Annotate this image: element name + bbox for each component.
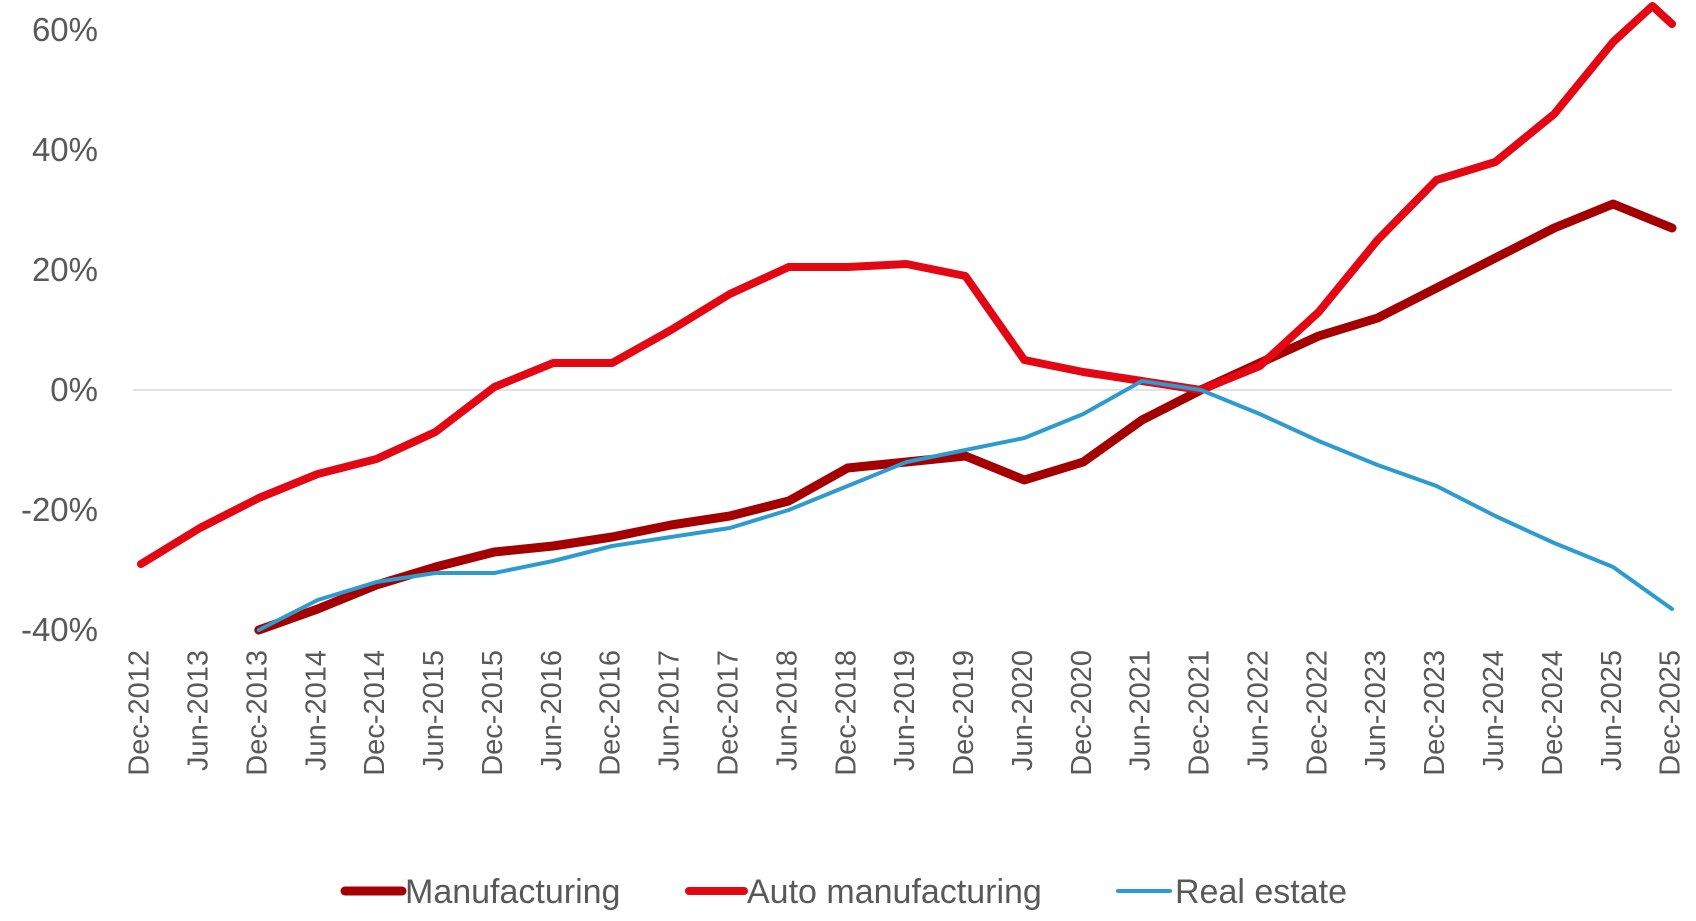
x-axis-labels: Dec-2012 Jun-2013 Dec-2013 Jun-2014 Dec-2014… [124, 650, 1687, 776]
legend-label: Manufacturing [405, 873, 620, 911]
x-tick-label: Jun-2013 [183, 650, 215, 771]
x-tick-label: Dec-2019 [948, 650, 980, 776]
series-line-auto-manufacturing [137, 2, 1676, 568]
x-tick-label: Jun-2024 [1478, 650, 1510, 771]
x-tick-label: Dec-2022 [1301, 650, 1333, 776]
y-tick-label: -40% [21, 611, 98, 648]
y-tick-label: 60% [32, 11, 98, 48]
legend-label: Real estate [1175, 873, 1347, 911]
y-tick-label: 40% [32, 131, 98, 168]
x-tick-label: Dec-2017 [713, 650, 745, 776]
x-tick-label: Dec-2016 [595, 650, 627, 776]
x-tick-label: Dec-2021 [1184, 650, 1216, 776]
x-tick-label: Jun-2019 [889, 650, 921, 771]
x-tick-label: Jun-2021 [1125, 650, 1157, 771]
y-tick-label: -20% [21, 491, 98, 528]
x-tick-label: Dec-2012 [124, 650, 156, 776]
x-tick-label: Jun-2015 [418, 650, 450, 771]
series-line-manufacturing [254, 199, 1677, 635]
x-tick-label: Jun-2018 [771, 650, 803, 771]
x-tick-label: Jun-2022 [1242, 650, 1274, 771]
series-layer [137, 2, 1677, 635]
x-tick-label: Jun-2025 [1596, 650, 1628, 771]
x-tick-label: Jun-2014 [300, 650, 332, 771]
x-tick-label: Dec-2024 [1537, 650, 1569, 776]
y-axis-labels: 60% 40% 20% 0% -20% -40% [21, 11, 98, 648]
x-tick-label: Dec-2018 [830, 650, 862, 776]
x-tick-label: Dec-2015 [477, 650, 509, 776]
x-tick-label: Jun-2017 [654, 650, 686, 771]
x-tick-label: Jun-2016 [536, 650, 568, 771]
legend-label: Auto manufacturing [747, 873, 1042, 911]
series-line-real-estate [256, 379, 1674, 632]
y-tick-label: 20% [32, 251, 98, 288]
x-tick-label: Dec-2023 [1419, 650, 1451, 776]
x-tick-label: Dec-2014 [359, 650, 391, 776]
legend: Manufacturing Auto manufacturing Real esta… [340, 873, 1347, 911]
x-tick-label: Dec-2020 [1066, 650, 1098, 776]
y-tick-label: 0% [50, 371, 98, 408]
x-tick-label: Dec-2025 [1655, 650, 1687, 776]
x-tick-label: Jun-2020 [1007, 650, 1039, 771]
x-tick-label: Dec-2013 [241, 650, 273, 776]
x-tick-label: Jun-2023 [1360, 650, 1392, 771]
